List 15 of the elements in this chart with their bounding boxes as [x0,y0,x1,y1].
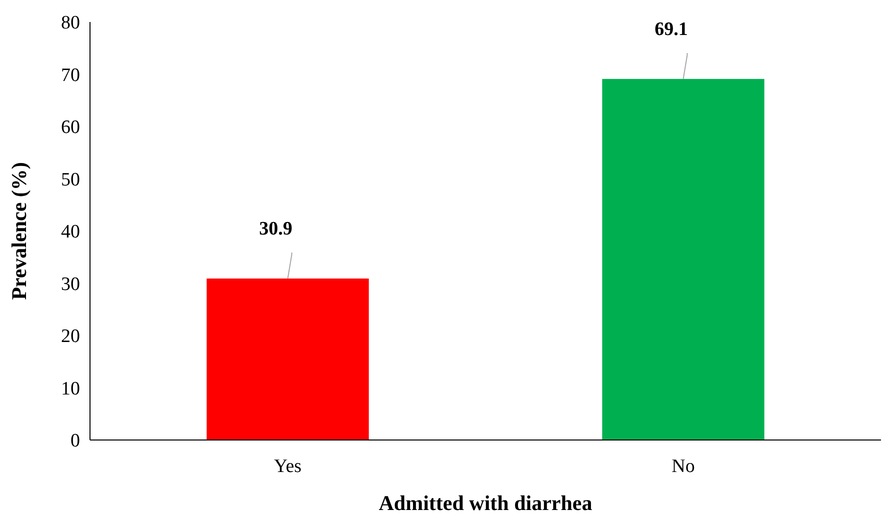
data-label: 30.9 [259,218,292,240]
y-axis-title: Prevalence (%) [7,162,31,300]
x-tick-label: No [672,456,695,477]
y-tick-label: 60 [61,117,80,138]
y-tick-label: 50 [61,169,80,190]
y-tick-label: 30 [61,274,80,295]
y-tick-label: 0 [70,430,80,452]
y-tick-label: 20 [61,326,80,348]
y-tick-label: 80 [61,12,80,34]
y-tick-label: 70 [61,64,80,86]
y-tick-label: 40 [61,222,80,243]
data-label: 69.1 [654,18,688,40]
y-tick-label: 10 [61,378,80,400]
x-axis-title: Admitted with diarrhea [378,491,593,515]
x-tick-label: Yes [274,456,302,477]
